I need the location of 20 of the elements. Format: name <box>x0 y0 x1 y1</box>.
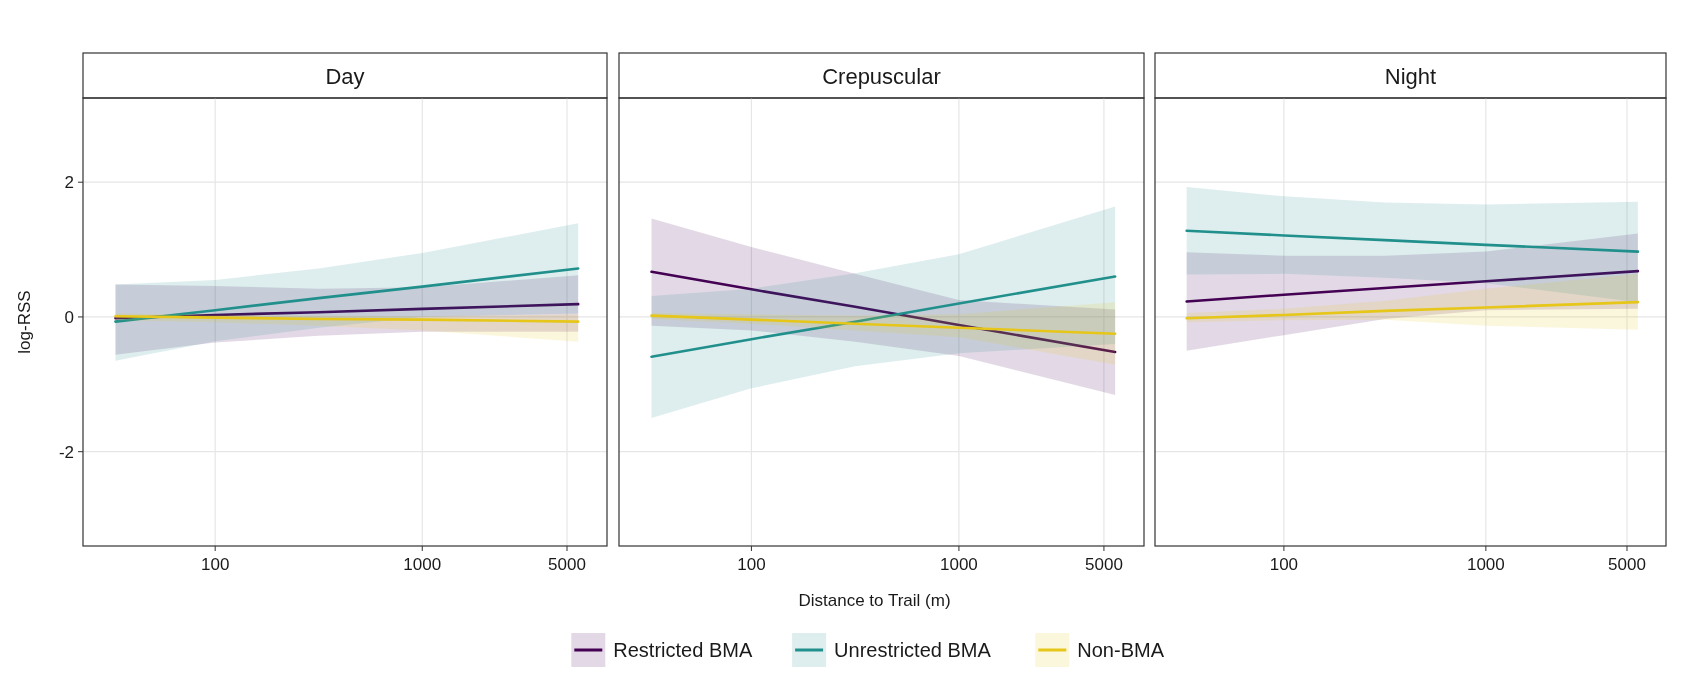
x-tick-label: 1000 <box>403 555 442 574</box>
x-axis-title: Distance to Trail (m) <box>798 591 951 610</box>
x-tick-label: 5000 <box>548 555 586 574</box>
chart-title: Day <box>325 63 365 89</box>
x-tick-label: 1000 <box>939 555 978 574</box>
y-tick-label: 2 <box>64 173 74 193</box>
x-tick-label: 1000 <box>1466 555 1505 574</box>
y-tick-label: -2 <box>58 442 74 462</box>
x-tick-label: 5000 <box>1608 555 1646 574</box>
y-axis-title: log-RSS <box>15 290 34 354</box>
x-tick-label: 100 <box>1269 555 1299 574</box>
legend-label: Non-BMA <box>1077 639 1165 661</box>
x-tick-label: 100 <box>737 555 766 574</box>
legend-label: Unrestricted BMA <box>834 639 992 661</box>
legend-label: Restricted BMA <box>613 639 753 661</box>
x-tick-label: 5000 <box>1085 555 1123 574</box>
y-tick-label: 0 <box>64 307 74 327</box>
x-tick-label: 100 <box>200 555 230 574</box>
chart-title: Night <box>1384 63 1437 89</box>
chart-title: Crepuscular <box>822 63 941 89</box>
